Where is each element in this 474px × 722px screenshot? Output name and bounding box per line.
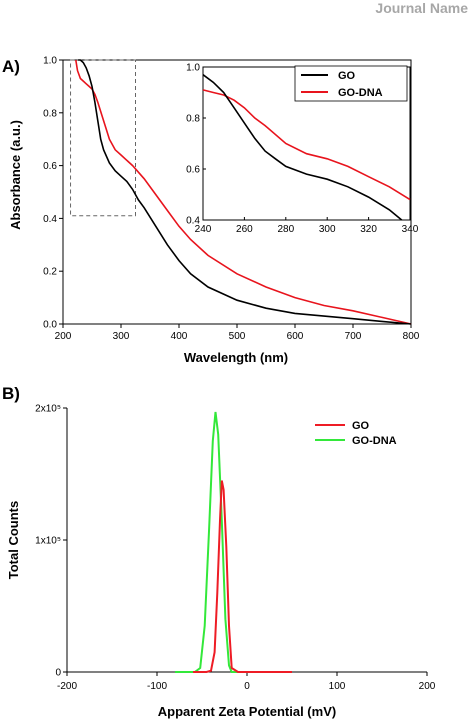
panel-a-xtick-label: 500 xyxy=(229,331,246,342)
panel-a-ytick-label: 0.6 xyxy=(43,161,57,172)
panel-a-series-go xyxy=(78,59,412,325)
legend-label-go-dna: GO-DNA xyxy=(338,87,383,99)
panel-b-label: B) xyxy=(2,384,20,403)
inset-ytick-label: 1.0 xyxy=(186,63,200,74)
panel-a-xtick-label: 700 xyxy=(345,331,362,342)
inset-ytick-label: 0.4 xyxy=(186,216,200,227)
inset-xtick-label: 340 xyxy=(402,224,419,235)
panel-b-xtick-label: 0 xyxy=(244,681,250,692)
panel-a-xtick-label: 200 xyxy=(55,331,72,342)
panel-a-ytick-label: 1.0 xyxy=(43,56,57,67)
panel-a-xtick-label: 800 xyxy=(403,331,420,342)
journal-name-label: Journal Name xyxy=(375,0,468,16)
panel-a-legend-box xyxy=(294,65,408,102)
panel-a-xtick-label: 600 xyxy=(287,331,304,342)
legend-label-go: GO xyxy=(338,70,356,82)
panel-a-ytick-label: 0.0 xyxy=(43,320,57,331)
inset-xtick-label: 320 xyxy=(360,224,377,235)
panel-b-xtick-label: 100 xyxy=(329,681,346,692)
panel-b-ytick-label: 2x10⁵ xyxy=(35,404,61,415)
panel-b-series-go xyxy=(193,480,292,673)
panel-a-label: A) xyxy=(2,57,20,76)
panel-b-xtick-label: -100 xyxy=(147,681,167,692)
panel-a-ylabel: Absorbance (a.u.) xyxy=(8,120,23,230)
panel-a-xtick-label: 300 xyxy=(113,331,130,342)
panel-a: A) Absorbance (a.u.) Wavelength (nm) 200… xyxy=(2,56,420,366)
panel-a-series-go-dna xyxy=(75,59,412,325)
panel-a-inset: 240 260 280 300 320 340 0.4 0.6 0.8 1.0 GO GO-DNA xyxy=(186,63,419,236)
panel-b-xtick-label: 200 xyxy=(419,681,436,692)
panel-a-ytick-label: 0.4 xyxy=(43,214,57,225)
panel-b-xtick-label: -200 xyxy=(57,681,77,692)
panel-a-xlabel: Wavelength (nm) xyxy=(184,350,288,365)
panel-a-ytick-label: 0.8 xyxy=(43,108,57,119)
inset-xtick-label: 240 xyxy=(195,224,212,235)
inset-xtick-label: 280 xyxy=(277,224,294,235)
inset-ytick-label: 0.8 xyxy=(186,114,200,125)
inset-series-go xyxy=(202,74,403,221)
panel-a-plot-area: 200 300 400 500 600 700 800 0.0 0.2 0.4 0.6 0.8 1.0 xyxy=(43,56,420,343)
panel-b: B) Total Counts Apparent Zeta Potential … xyxy=(2,384,436,719)
panel-a-zoom-box xyxy=(70,59,136,217)
inset-ytick-label: 0.6 xyxy=(186,165,200,176)
panel-b-plot-area: -200 -100 0 100 200 0 1x10⁵ 2x10⁵ GO GO-DNA xyxy=(35,404,436,693)
panel-b-legend-label-go: GO xyxy=(352,420,370,432)
inset-xtick-label: 300 xyxy=(319,224,336,235)
panel-b-ytick-label: 0 xyxy=(55,668,61,679)
panel-b-legend-label-go-dna: GO-DNA xyxy=(352,435,397,447)
panel-a-xtick-label: 400 xyxy=(171,331,188,342)
panel-b-ylabel: Total Counts xyxy=(6,501,21,579)
panel-a-ytick-label: 0.2 xyxy=(43,267,57,278)
panel-b-ytick-label: 1x10⁵ xyxy=(35,536,61,547)
panel-b-xlabel: Apparent Zeta Potential (mV) xyxy=(158,704,336,719)
inset-xtick-label: 260 xyxy=(236,224,253,235)
panel-b-series-go-dna xyxy=(175,411,292,673)
